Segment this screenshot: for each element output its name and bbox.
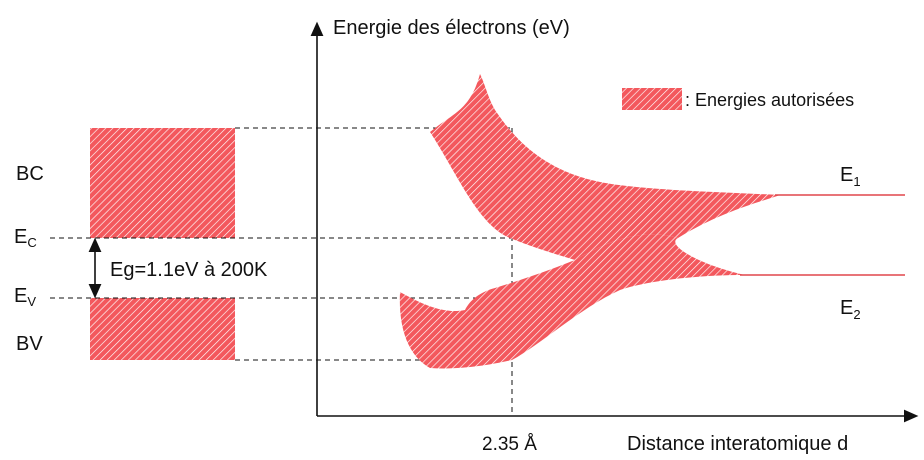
e1-main: E xyxy=(840,164,853,186)
gap-label: Eg=1.1eV à 200K xyxy=(110,259,268,281)
x-axis-label: Distance interatomique d xyxy=(627,433,848,455)
bv-label: BV xyxy=(16,333,43,355)
ev-label: EV xyxy=(14,285,36,309)
legend-swatch xyxy=(622,88,682,110)
ev-sub: V xyxy=(27,294,36,309)
conduction-band-block xyxy=(90,128,235,238)
ec-label: EC xyxy=(14,226,37,250)
ec-sub: C xyxy=(27,235,36,250)
legend-label: : Energies autorisées xyxy=(685,90,854,110)
e2-label: E2 xyxy=(840,297,861,322)
valence-band-block xyxy=(90,298,235,360)
upper-allowed-band xyxy=(430,74,780,260)
ev-main: E xyxy=(14,285,27,307)
e2-main: E xyxy=(840,297,853,319)
e1-sub: 1 xyxy=(853,174,860,189)
lower-allowed-band xyxy=(399,234,745,369)
e1-label: E1 xyxy=(840,164,861,189)
ec-main: E xyxy=(14,226,27,248)
e2-sub: 2 xyxy=(853,307,860,322)
y-axis-label: Energie des électrons (eV) xyxy=(333,17,570,39)
bc-label: BC xyxy=(16,163,44,185)
x-tick-label: 2.35 Å xyxy=(482,434,537,455)
